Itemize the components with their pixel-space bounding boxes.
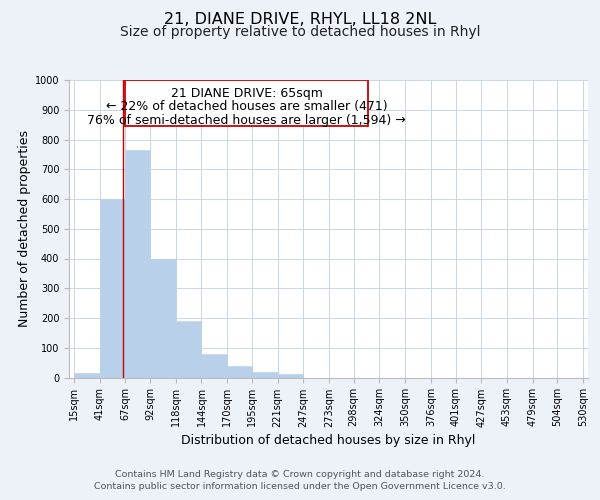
Text: Size of property relative to detached houses in Rhyl: Size of property relative to detached ho…: [120, 25, 480, 39]
Bar: [150, 258, 176, 378]
Bar: [176, 321, 202, 378]
Bar: [74, 373, 100, 378]
Y-axis label: Number of detached properties: Number of detached properties: [17, 130, 31, 327]
Text: 21 DIANE DRIVE: 65sqm: 21 DIANE DRIVE: 65sqm: [170, 86, 322, 100]
Bar: [278, 374, 303, 378]
Text: 21, DIANE DRIVE, RHYL, LL18 2NL: 21, DIANE DRIVE, RHYL, LL18 2NL: [164, 12, 436, 28]
Text: ← 22% of detached houses are smaller (471): ← 22% of detached houses are smaller (47…: [106, 100, 388, 113]
Bar: [252, 372, 278, 378]
X-axis label: Distribution of detached houses by size in Rhyl: Distribution of detached houses by size …: [181, 434, 476, 446]
Text: 76% of semi-detached houses are larger (1,594) →: 76% of semi-detached houses are larger (…: [87, 114, 406, 127]
Text: Contains HM Land Registry data © Crown copyright and database right 2024.: Contains HM Land Registry data © Crown c…: [115, 470, 485, 479]
Bar: [100, 199, 125, 378]
Bar: [227, 366, 252, 378]
Text: Contains public sector information licensed under the Open Government Licence v3: Contains public sector information licen…: [94, 482, 506, 491]
FancyBboxPatch shape: [125, 80, 368, 126]
Bar: [202, 354, 227, 378]
Bar: [125, 150, 150, 378]
